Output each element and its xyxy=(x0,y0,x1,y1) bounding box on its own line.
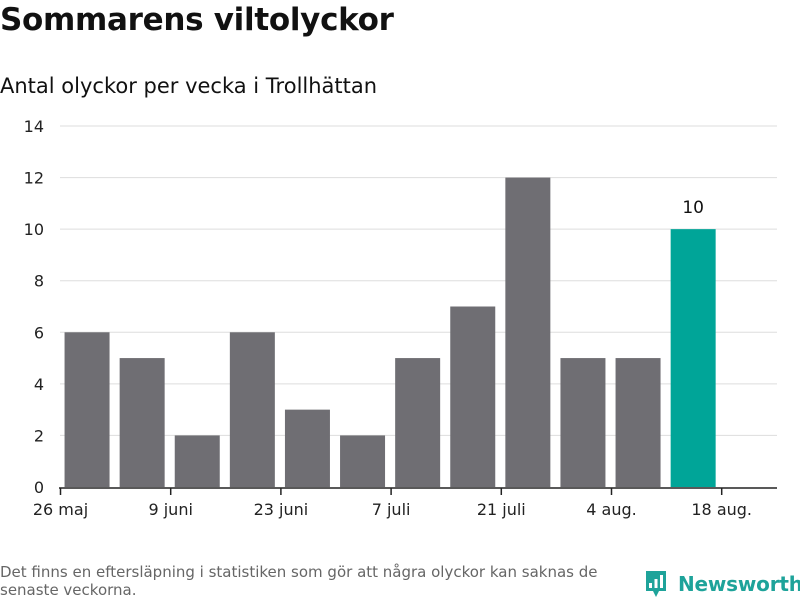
y-tick-label: 2 xyxy=(34,426,44,445)
data-label: 10 xyxy=(682,198,704,218)
x-tick-label: 4 aug. xyxy=(586,500,636,519)
y-tick-label: 6 xyxy=(34,323,44,342)
footnote: Det finns en eftersläpning i statistiken… xyxy=(0,563,598,599)
bar xyxy=(64,332,110,487)
newsworthy-logo[interactable]: Newsworthy xyxy=(644,569,800,599)
bar xyxy=(284,409,330,487)
x-tick-label: 18 aug. xyxy=(691,500,752,519)
bar-highlight xyxy=(670,229,716,487)
bar xyxy=(229,332,275,487)
bar xyxy=(174,435,220,487)
chart-subtitle: Antal olyckor per vecka i Trollhättan xyxy=(0,74,378,98)
bar xyxy=(119,358,165,487)
chart-title: Sommarens viltolyckor xyxy=(0,2,394,38)
bar xyxy=(395,358,441,487)
bar xyxy=(450,306,496,487)
logo-text: Newsworthy xyxy=(678,572,800,596)
x-tick-label: 21 juli xyxy=(477,500,526,519)
y-tick-label: 12 xyxy=(24,169,44,188)
x-tick-label: 7 juli xyxy=(372,500,411,519)
y-tick-label: 4 xyxy=(34,375,44,394)
x-tick-label: 9 juni xyxy=(148,500,192,519)
bar xyxy=(340,435,386,487)
y-tick-label: 0 xyxy=(34,478,44,497)
bar xyxy=(615,358,661,487)
logo-icon xyxy=(646,571,666,597)
x-tick-label: 26 maj xyxy=(33,500,88,519)
y-tick-label: 14 xyxy=(24,117,44,136)
bar xyxy=(560,358,606,487)
y-tick-label: 10 xyxy=(24,220,44,239)
bar xyxy=(505,177,551,488)
bar-chart: 0 2 4 6 8 10 12 14 10 26 maj 9 juni 23 juni 7 juli 21… xyxy=(24,117,777,519)
y-tick-label: 8 xyxy=(34,272,44,291)
x-tick-label: 23 juni xyxy=(254,500,309,519)
